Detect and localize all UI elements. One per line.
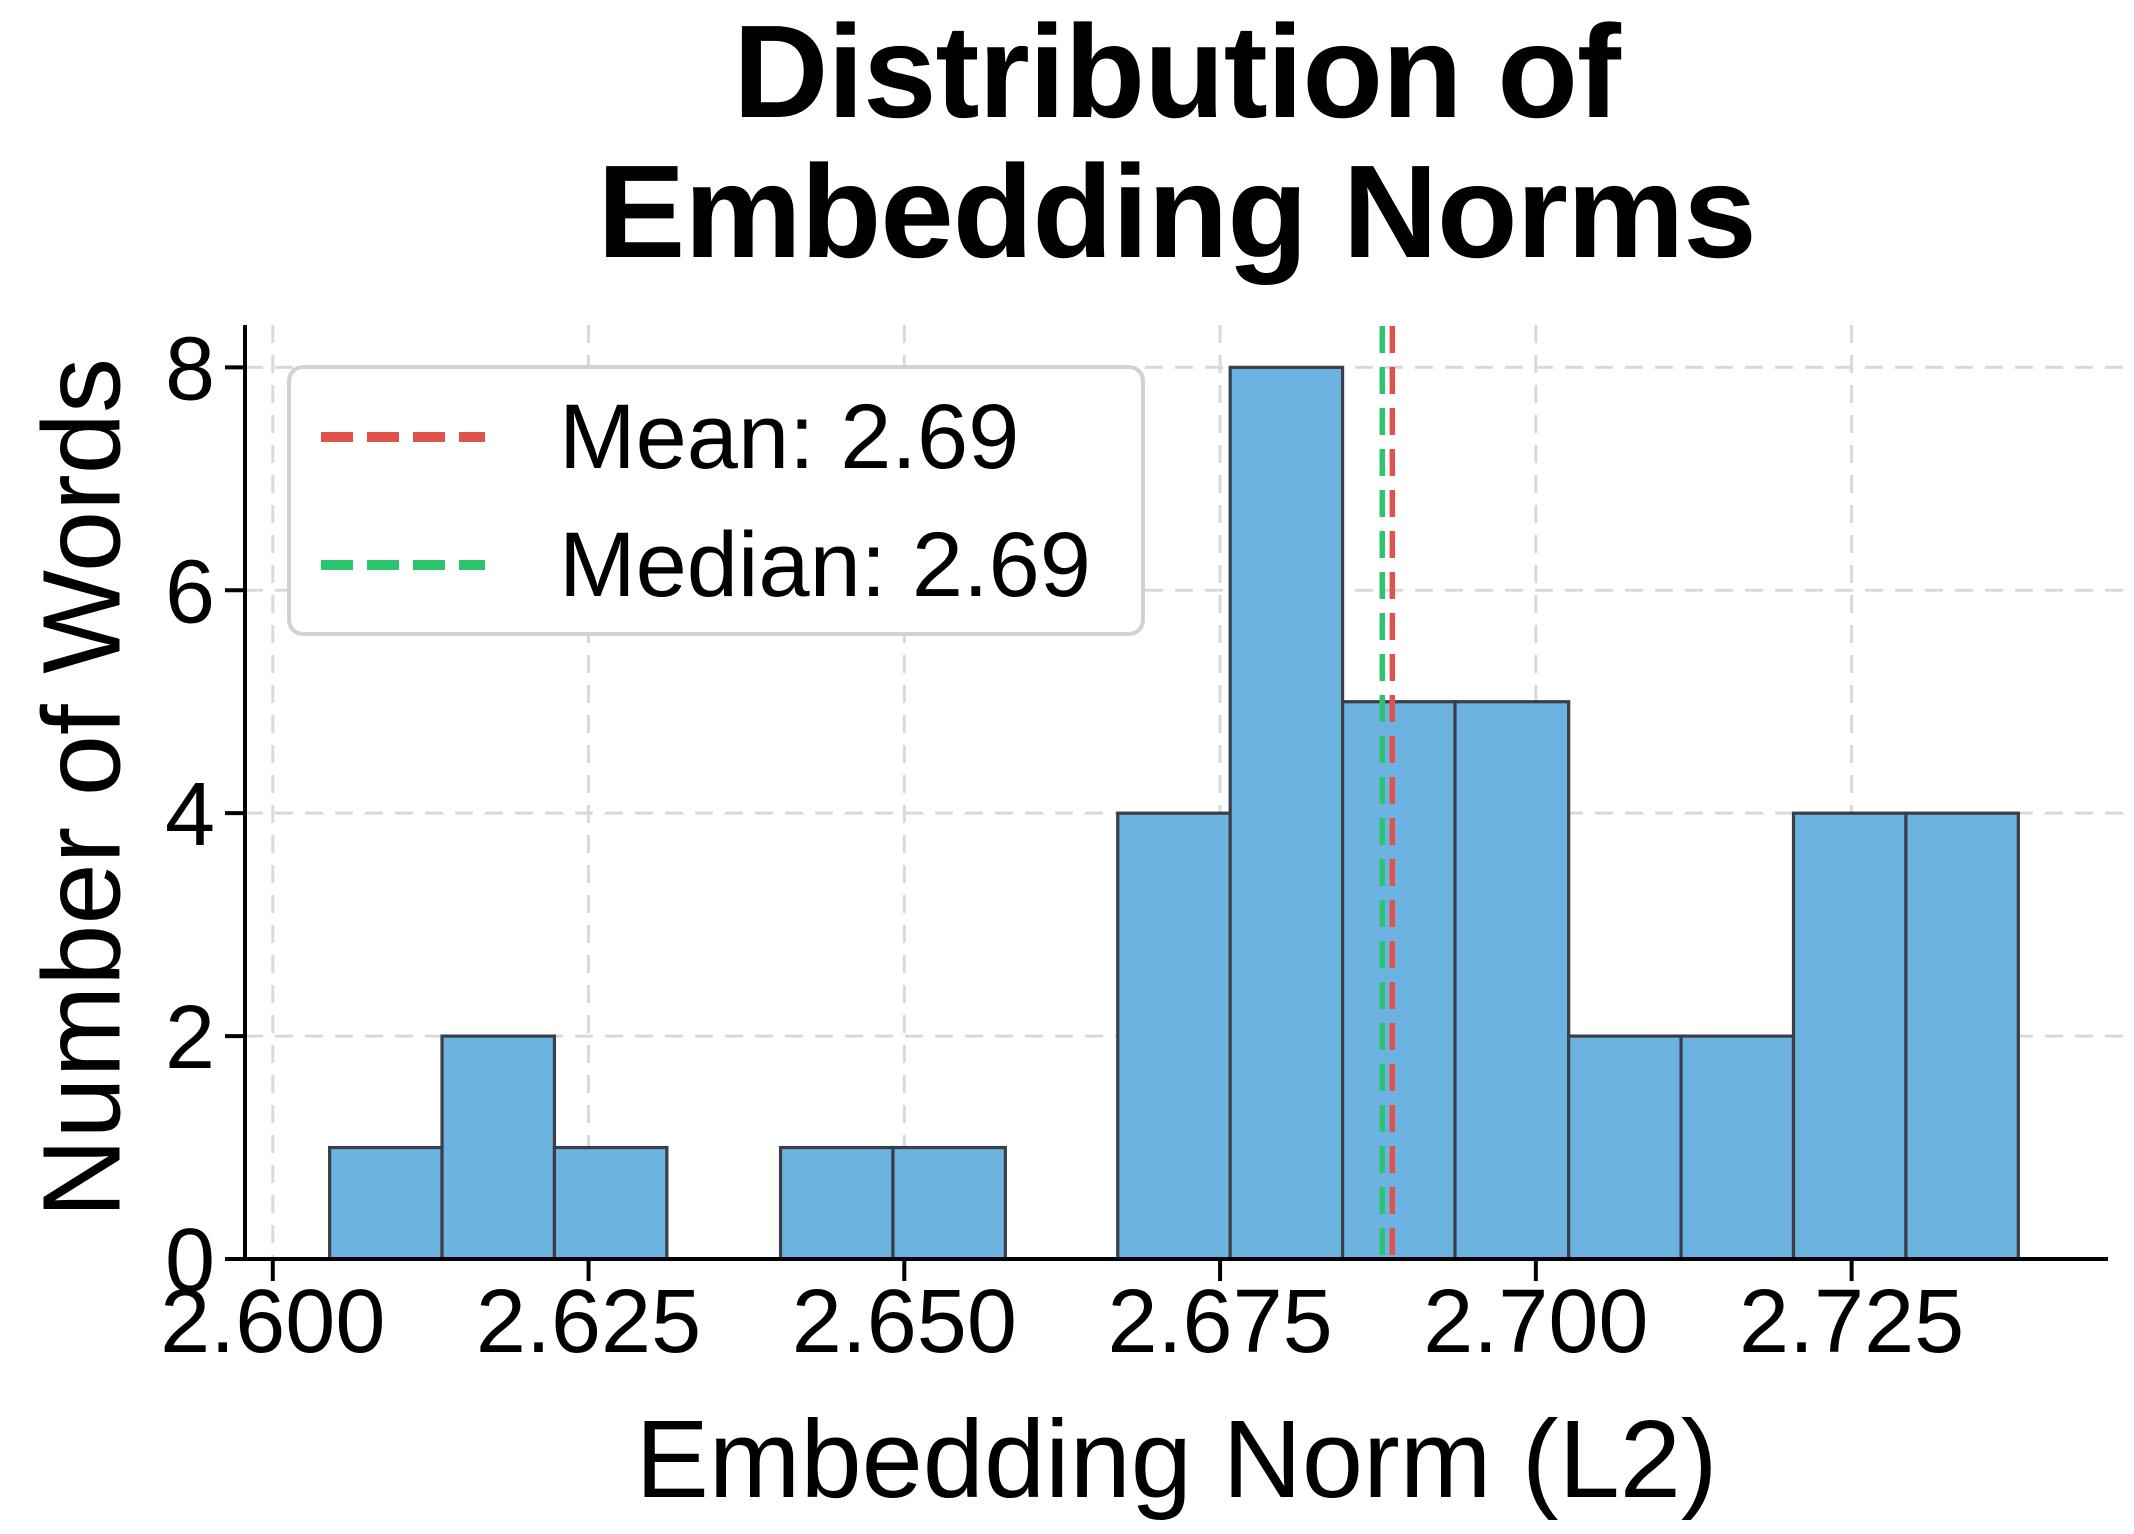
histogram-bar <box>328 1145 444 1261</box>
x-tick-label: 2.600 <box>160 1272 385 1372</box>
x-axis-label: Embedding Norm (L2) <box>635 1398 1718 1521</box>
histogram-bar <box>1228 365 1345 1261</box>
histogram-bar <box>1453 700 1571 1261</box>
mean-dashed-line-sample <box>321 432 485 442</box>
histogram-bar <box>1116 811 1232 1261</box>
x-tick-label: 2.650 <box>792 1272 1017 1372</box>
y-tick-label: 4 <box>165 765 215 865</box>
chart-title-line1: Distribution of <box>733 0 1621 145</box>
chart-title-line2: Embedding Norms <box>597 137 1756 285</box>
histogram-bar <box>891 1145 1007 1261</box>
legend: Mean: 2.69 Median: 2.69 <box>287 365 1145 636</box>
median-dashed-line-sample <box>321 560 485 570</box>
y-tick-label: 8 <box>165 319 215 419</box>
x-tick-label: 2.675 <box>1107 1272 1332 1372</box>
histogram-bar <box>778 1145 895 1261</box>
y-tick-label: 6 <box>165 542 215 642</box>
x-tick-label: 2.725 <box>1739 1272 1964 1372</box>
y-tick-label: 2 <box>165 988 215 1088</box>
y-axis-label: Number of Words <box>20 358 144 1218</box>
legend-label-mean: Mean: 2.69 <box>559 385 1020 488</box>
x-tick-label: 2.700 <box>1423 1272 1648 1372</box>
histogram-bar <box>1567 1034 1683 1261</box>
histogram-bar <box>1679 1034 1796 1261</box>
y-tick-label: 0 <box>165 1211 215 1311</box>
histogram-bar <box>1904 811 2020 1261</box>
legend-label-median: Median: 2.69 <box>559 513 1091 616</box>
histogram-bar <box>440 1034 557 1261</box>
x-tick-label: 2.625 <box>476 1272 701 1372</box>
chart-title: Distribution of Embedding Norms <box>245 2 2108 282</box>
histogram-bar <box>552 1145 669 1261</box>
histogram-bar <box>1791 811 1908 1261</box>
legend-row-mean: Mean: 2.69 <box>319 373 1141 501</box>
histogram-bar <box>1340 700 1457 1261</box>
legend-row-median: Median: 2.69 <box>319 501 1141 629</box>
